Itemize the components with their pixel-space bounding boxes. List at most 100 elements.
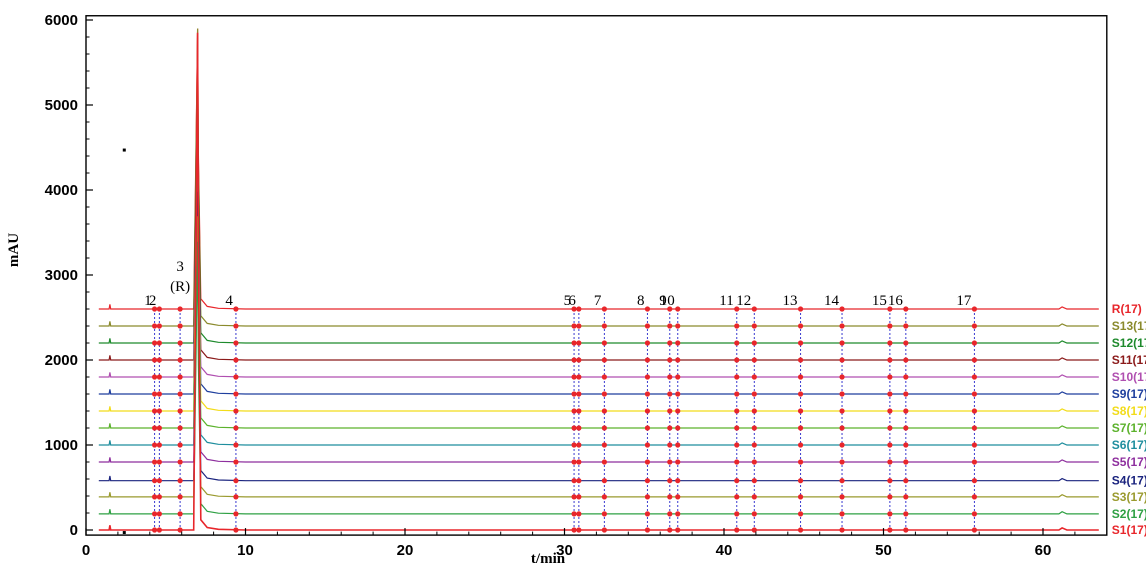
peak-marker: [797, 306, 804, 312]
peak-marker: [839, 494, 845, 500]
peak-marker: [233, 527, 239, 533]
peak-marker: [667, 425, 673, 431]
y-tick-label: 2000: [45, 352, 78, 369]
peak-marker: [177, 408, 183, 414]
peak-marker: [667, 306, 673, 312]
peak-marker: [601, 478, 607, 484]
peak-marker: [233, 494, 239, 500]
stray-mark: [122, 148, 126, 152]
peak-marker: [839, 511, 845, 517]
peak-marker: [797, 459, 804, 465]
peak-marker: [903, 442, 909, 448]
peak-marker: [887, 374, 893, 380]
series-line: [98, 241, 1099, 515]
peak-marker: [233, 323, 239, 329]
peak-marker: [797, 391, 804, 397]
x-tick-label: 20: [397, 542, 414, 559]
peak-marker: [576, 494, 582, 500]
peak-marker: [667, 442, 673, 448]
peak-label: 3: [176, 259, 184, 275]
peak-marker: [151, 425, 158, 431]
peak-marker: [576, 323, 582, 329]
peak-marker: [177, 527, 183, 533]
peak-label: (R): [170, 279, 190, 295]
peak-marker: [644, 494, 651, 500]
series-line: [98, 28, 1099, 327]
peak-marker: [971, 408, 978, 414]
peak-marker: [151, 408, 158, 414]
peak-marker: [734, 357, 740, 363]
peak-marker: [797, 425, 804, 431]
peak-marker: [734, 442, 740, 448]
peak-marker: [601, 511, 607, 517]
peak-marker: [576, 340, 582, 346]
peak-label: 15: [872, 293, 887, 309]
peak-marker: [156, 391, 162, 397]
peak-marker: [734, 323, 740, 329]
peak-marker: [571, 442, 577, 448]
x-tick-label: 40: [716, 542, 733, 559]
peak-marker: [177, 442, 183, 448]
x-tick-label: 50: [875, 542, 892, 559]
x-tick-label: 30: [556, 542, 573, 559]
peak-marker: [576, 391, 582, 397]
peak-marker: [903, 323, 909, 329]
peak-marker: [233, 408, 239, 414]
peak-marker: [751, 442, 757, 448]
peak-marker: [887, 408, 893, 414]
y-tick-label: 5000: [45, 97, 78, 114]
peak-marker: [734, 511, 740, 517]
peak-marker: [233, 459, 239, 465]
peak-marker: [576, 357, 582, 363]
legend-label: S13(17): [1112, 319, 1146, 333]
peak-marker: [971, 391, 978, 397]
peak-marker: [571, 478, 577, 484]
peak-marker: [571, 527, 577, 533]
peak-marker: [644, 527, 651, 533]
peak-marker: [903, 459, 909, 465]
peak-marker: [797, 323, 804, 329]
peak-marker: [903, 494, 909, 500]
peak-marker: [887, 340, 893, 346]
peak-marker: [887, 442, 893, 448]
peak-marker: [734, 306, 740, 312]
series-line: [98, 79, 1099, 361]
peak-marker: [233, 357, 239, 363]
y-axis-title: mAU: [6, 233, 22, 267]
peak-marker: [734, 340, 740, 346]
peak-marker: [751, 340, 757, 346]
peak-marker: [177, 425, 183, 431]
peak-marker: [667, 494, 673, 500]
peak-marker: [839, 425, 845, 431]
peak-marker: [839, 408, 845, 414]
peak-marker: [887, 494, 893, 500]
peak-marker: [601, 357, 607, 363]
peak-marker: [667, 391, 673, 397]
peak-marker: [233, 442, 239, 448]
peak-label: 7: [594, 293, 602, 309]
peak-marker: [571, 459, 577, 465]
peak-marker: [839, 391, 845, 397]
legend-label: S1(17): [1112, 523, 1146, 537]
peak-marker: [233, 511, 239, 517]
peak-label: 2: [149, 293, 157, 309]
peak-marker: [751, 425, 757, 431]
peak-marker: [751, 323, 757, 329]
peak-marker: [177, 391, 183, 397]
peak-marker: [571, 340, 577, 346]
peak-marker: [576, 511, 582, 517]
peak-label: 12: [736, 293, 751, 309]
peak-marker: [675, 425, 681, 431]
peak-marker: [601, 459, 607, 465]
peak-marker: [887, 357, 893, 363]
peak-marker: [903, 511, 909, 517]
peak-marker: [644, 391, 651, 397]
peak-label: 9: [659, 293, 667, 309]
peak-marker: [675, 391, 681, 397]
peak-marker: [177, 494, 183, 500]
peak-marker: [601, 442, 607, 448]
peak-marker: [971, 459, 978, 465]
peak-marker: [667, 323, 673, 329]
peak-marker: [571, 357, 577, 363]
peak-marker: [151, 357, 158, 363]
